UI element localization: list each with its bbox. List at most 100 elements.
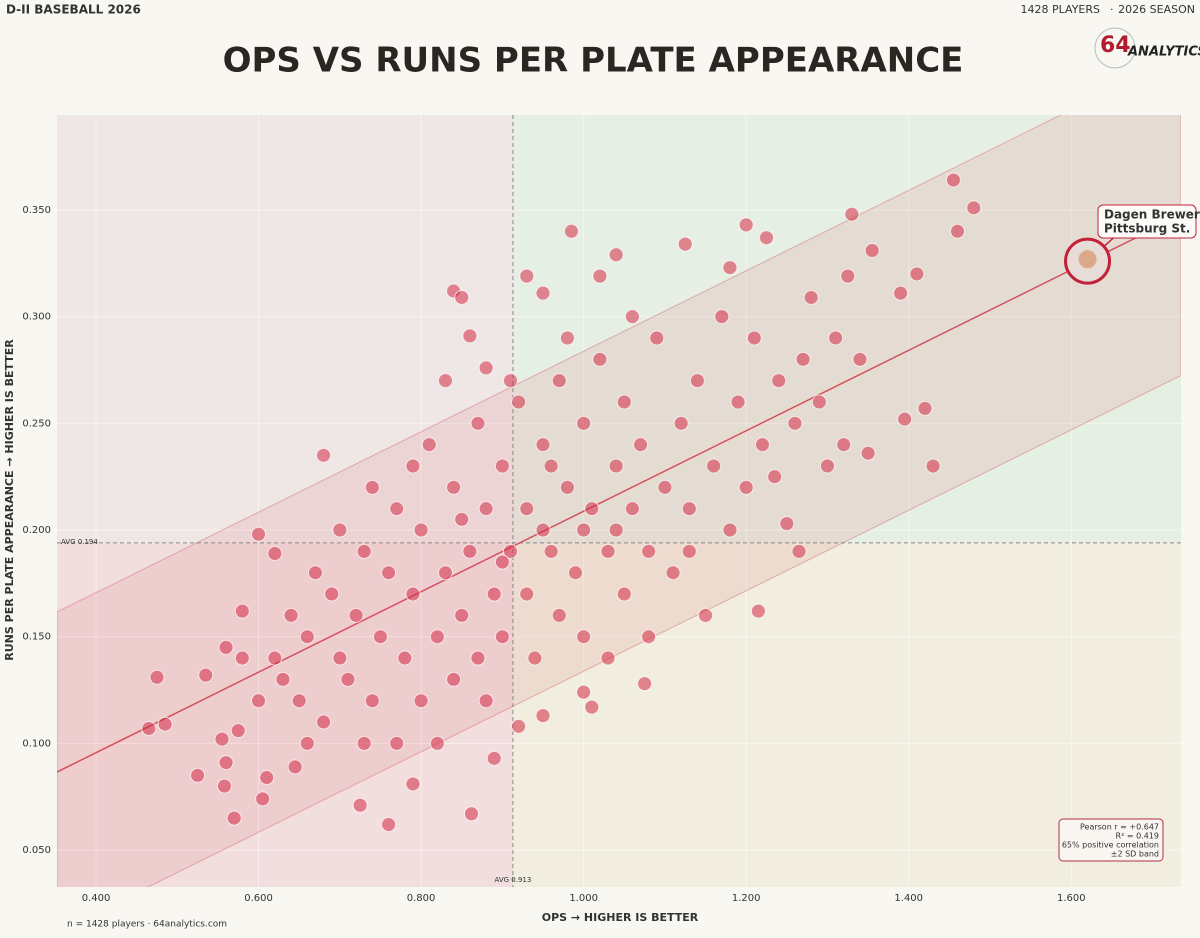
point [372, 629, 388, 645]
y-tick-label: 0.250 [22, 418, 51, 429]
y-axis-label: RUNS PER PLATE APPEARANCE → HIGHER IS BE… [3, 339, 16, 661]
x-axis-label: OPS → HIGHER IS BETTER [542, 911, 699, 924]
point [860, 445, 876, 461]
point [234, 650, 250, 666]
logo-text: ANALYTICS [1127, 45, 1200, 60]
point [803, 289, 819, 305]
point [437, 565, 453, 581]
point [543, 543, 559, 559]
point [584, 699, 600, 715]
point [519, 268, 535, 284]
players: 1428 PLAYERS [1021, 3, 1100, 16]
point [364, 479, 380, 495]
point [405, 458, 421, 474]
point [413, 522, 429, 538]
point [852, 351, 868, 367]
point [754, 437, 770, 453]
point [511, 394, 527, 410]
point [608, 247, 624, 263]
point [255, 791, 271, 807]
point [698, 607, 714, 623]
point [673, 415, 689, 431]
point [405, 776, 421, 792]
point [559, 479, 575, 495]
point [519, 586, 535, 602]
point [454, 607, 470, 623]
x-tick-label: 1.400 [894, 893, 923, 904]
y-tick-label: 0.350 [22, 205, 51, 216]
point [527, 650, 543, 666]
point [535, 285, 551, 301]
point [828, 330, 844, 346]
point [405, 586, 421, 602]
x-tick-label: 0.800 [407, 893, 436, 904]
point [897, 411, 913, 427]
point [234, 603, 250, 619]
point [486, 586, 502, 602]
point [267, 650, 283, 666]
point [738, 217, 754, 233]
point [608, 458, 624, 474]
point [925, 458, 941, 474]
point [291, 693, 307, 709]
point [950, 223, 966, 239]
x-tick-label: 0.400 [82, 893, 111, 904]
x-tick-label: 0.600 [244, 893, 273, 904]
point [893, 285, 909, 301]
point [299, 735, 315, 751]
point [519, 501, 535, 517]
point [750, 603, 766, 619]
point [251, 693, 267, 709]
point [389, 501, 405, 517]
point [356, 543, 372, 559]
x-tick-label: 1.000 [569, 893, 598, 904]
y-tick-label: 0.200 [22, 525, 51, 536]
point [494, 458, 510, 474]
stats-line: 65% positive correlation [1062, 841, 1159, 850]
point [381, 816, 397, 832]
point [722, 522, 738, 538]
regression-line [57, 214, 1181, 773]
y-tick-label: 0.300 [22, 312, 51, 323]
point [584, 501, 600, 517]
point [600, 650, 616, 666]
x-tick-label: 1.200 [732, 893, 761, 904]
point [535, 437, 551, 453]
quadrant [512, 115, 1181, 543]
point [819, 458, 835, 474]
point [795, 351, 811, 367]
plot [57, 115, 1181, 887]
y-tick-label: 0.100 [22, 738, 51, 749]
point [259, 770, 275, 786]
point [945, 172, 961, 188]
point [641, 543, 657, 559]
point [389, 735, 405, 751]
point [332, 650, 348, 666]
point [689, 373, 705, 389]
point [332, 522, 348, 538]
point [864, 242, 880, 258]
point [681, 501, 697, 517]
point [637, 676, 653, 692]
point [494, 554, 510, 570]
point [307, 565, 323, 581]
point [470, 415, 486, 431]
point [381, 565, 397, 581]
chart-title: OPS VS RUNS PER PLATE APPEARANCE [223, 41, 964, 81]
point [722, 260, 738, 276]
point [316, 447, 332, 463]
point [840, 268, 856, 284]
point [657, 479, 673, 495]
point [730, 394, 746, 410]
point [665, 565, 681, 581]
point [478, 501, 494, 517]
point [413, 693, 429, 709]
point [348, 607, 364, 623]
point [141, 720, 157, 736]
point [275, 671, 291, 687]
point [462, 328, 478, 344]
season: 2026 SEASON [1118, 3, 1195, 16]
stats-line: Pearson r = +0.647 [1080, 823, 1159, 832]
point [230, 723, 246, 739]
